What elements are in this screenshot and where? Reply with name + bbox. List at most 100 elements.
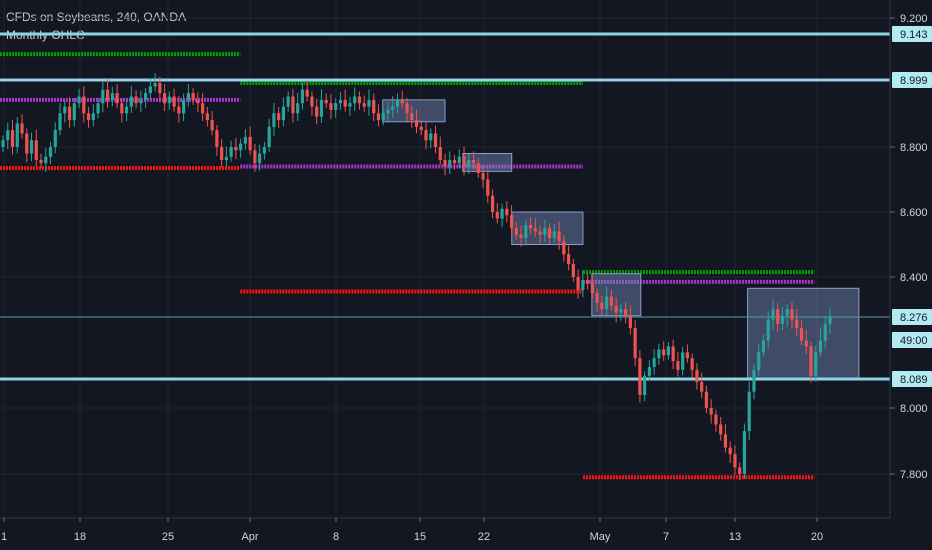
candle-body [357, 96, 362, 104]
candle-body [543, 228, 547, 235]
candle-body [828, 317, 832, 324]
horizontal-levels [0, 32, 890, 381]
candle-body [719, 424, 723, 435]
candle-body [334, 103, 338, 110]
candle-body [296, 103, 300, 114]
candle-body [229, 147, 233, 157]
candle-body [571, 264, 575, 277]
candle-body [562, 241, 566, 255]
candle-body [728, 447, 732, 455]
price-tag [892, 371, 932, 387]
candle-body [305, 89, 309, 97]
candle-body [262, 147, 267, 154]
candle-body [638, 358, 642, 395]
candle-body [671, 346, 675, 362]
candle-body [742, 431, 747, 474]
range-boxes [382, 99, 860, 380]
candle-body [500, 208, 504, 219]
candle-body [258, 153, 262, 164]
candle-body [277, 113, 281, 121]
candle-body [324, 99, 328, 104]
candle-body [747, 391, 751, 432]
x-tick-label: May [590, 531, 611, 543]
candle-body [429, 133, 433, 141]
candle-body [191, 93, 195, 100]
candle-body [681, 352, 685, 370]
candle-body [395, 99, 400, 107]
candle-body [652, 358, 656, 367]
price-tag [892, 332, 932, 348]
candle-body [662, 349, 666, 356]
candle-body [771, 309, 775, 320]
candle-body [486, 179, 490, 196]
candle-body [514, 228, 518, 235]
candle-body [676, 361, 680, 370]
candle-body [467, 160, 471, 167]
candle-body [319, 99, 324, 117]
x-tick-label: 8 [333, 531, 339, 543]
candle-body [690, 358, 694, 370]
monthly-ohlc-levels [0, 52, 815, 480]
candle-body [476, 163, 480, 173]
y-tick-label: 7.800 [900, 469, 928, 481]
candle-body [785, 309, 789, 316]
candle-body [481, 173, 485, 180]
candle-body [795, 319, 799, 329]
candle-body [391, 106, 395, 110]
candle-body [443, 160, 447, 167]
candle-body [158, 83, 162, 94]
candle-body [300, 89, 305, 104]
candle-body [172, 96, 176, 107]
candle-body [291, 96, 295, 114]
candle-body [738, 467, 742, 474]
y-tick-label: 8.600 [900, 207, 928, 219]
candle-body [695, 369, 699, 382]
candle-body [362, 103, 366, 107]
candle-body [766, 319, 770, 341]
candle-body [609, 296, 613, 307]
candle-body [91, 113, 95, 121]
candle-body [201, 103, 205, 114]
price-tag-label: 8.089 [900, 374, 928, 386]
candle-body [329, 103, 333, 110]
candle-body [552, 231, 556, 238]
candle-body [448, 160, 452, 167]
candle-body [39, 160, 43, 164]
candle-body [410, 113, 414, 121]
candle-body [315, 106, 319, 117]
candle-body [224, 156, 228, 160]
candle-body [167, 96, 171, 104]
candle-body [547, 228, 552, 238]
candle-body [533, 228, 537, 232]
candle-body [519, 234, 523, 238]
candle-body [733, 454, 737, 468]
candle-body [376, 113, 381, 121]
x-tick-label: 1 [1, 531, 7, 543]
candle-body [723, 434, 728, 448]
candle-body [576, 277, 580, 290]
range-box [382, 99, 446, 123]
candle-body [624, 309, 628, 316]
candle-body [566, 254, 571, 264]
candle-body [205, 113, 209, 121]
x-tick-label: 13 [729, 531, 741, 543]
candle-body [182, 99, 186, 114]
candle-body [44, 156, 48, 164]
candle-body [666, 346, 671, 356]
candle-body [10, 130, 15, 147]
candle-body [538, 231, 542, 235]
candle-body [400, 99, 404, 104]
candle-body [605, 296, 609, 310]
range-box [747, 287, 860, 380]
range-box [511, 211, 584, 245]
candle-body [86, 113, 91, 121]
candle-body [153, 83, 157, 87]
candle-body [372, 99, 376, 114]
candle-body [600, 302, 604, 310]
candle-body [353, 96, 357, 104]
x-tick-label: Apr [241, 531, 258, 543]
candle-body [25, 133, 29, 154]
candle-body [586, 280, 590, 284]
candle-body [134, 96, 138, 104]
